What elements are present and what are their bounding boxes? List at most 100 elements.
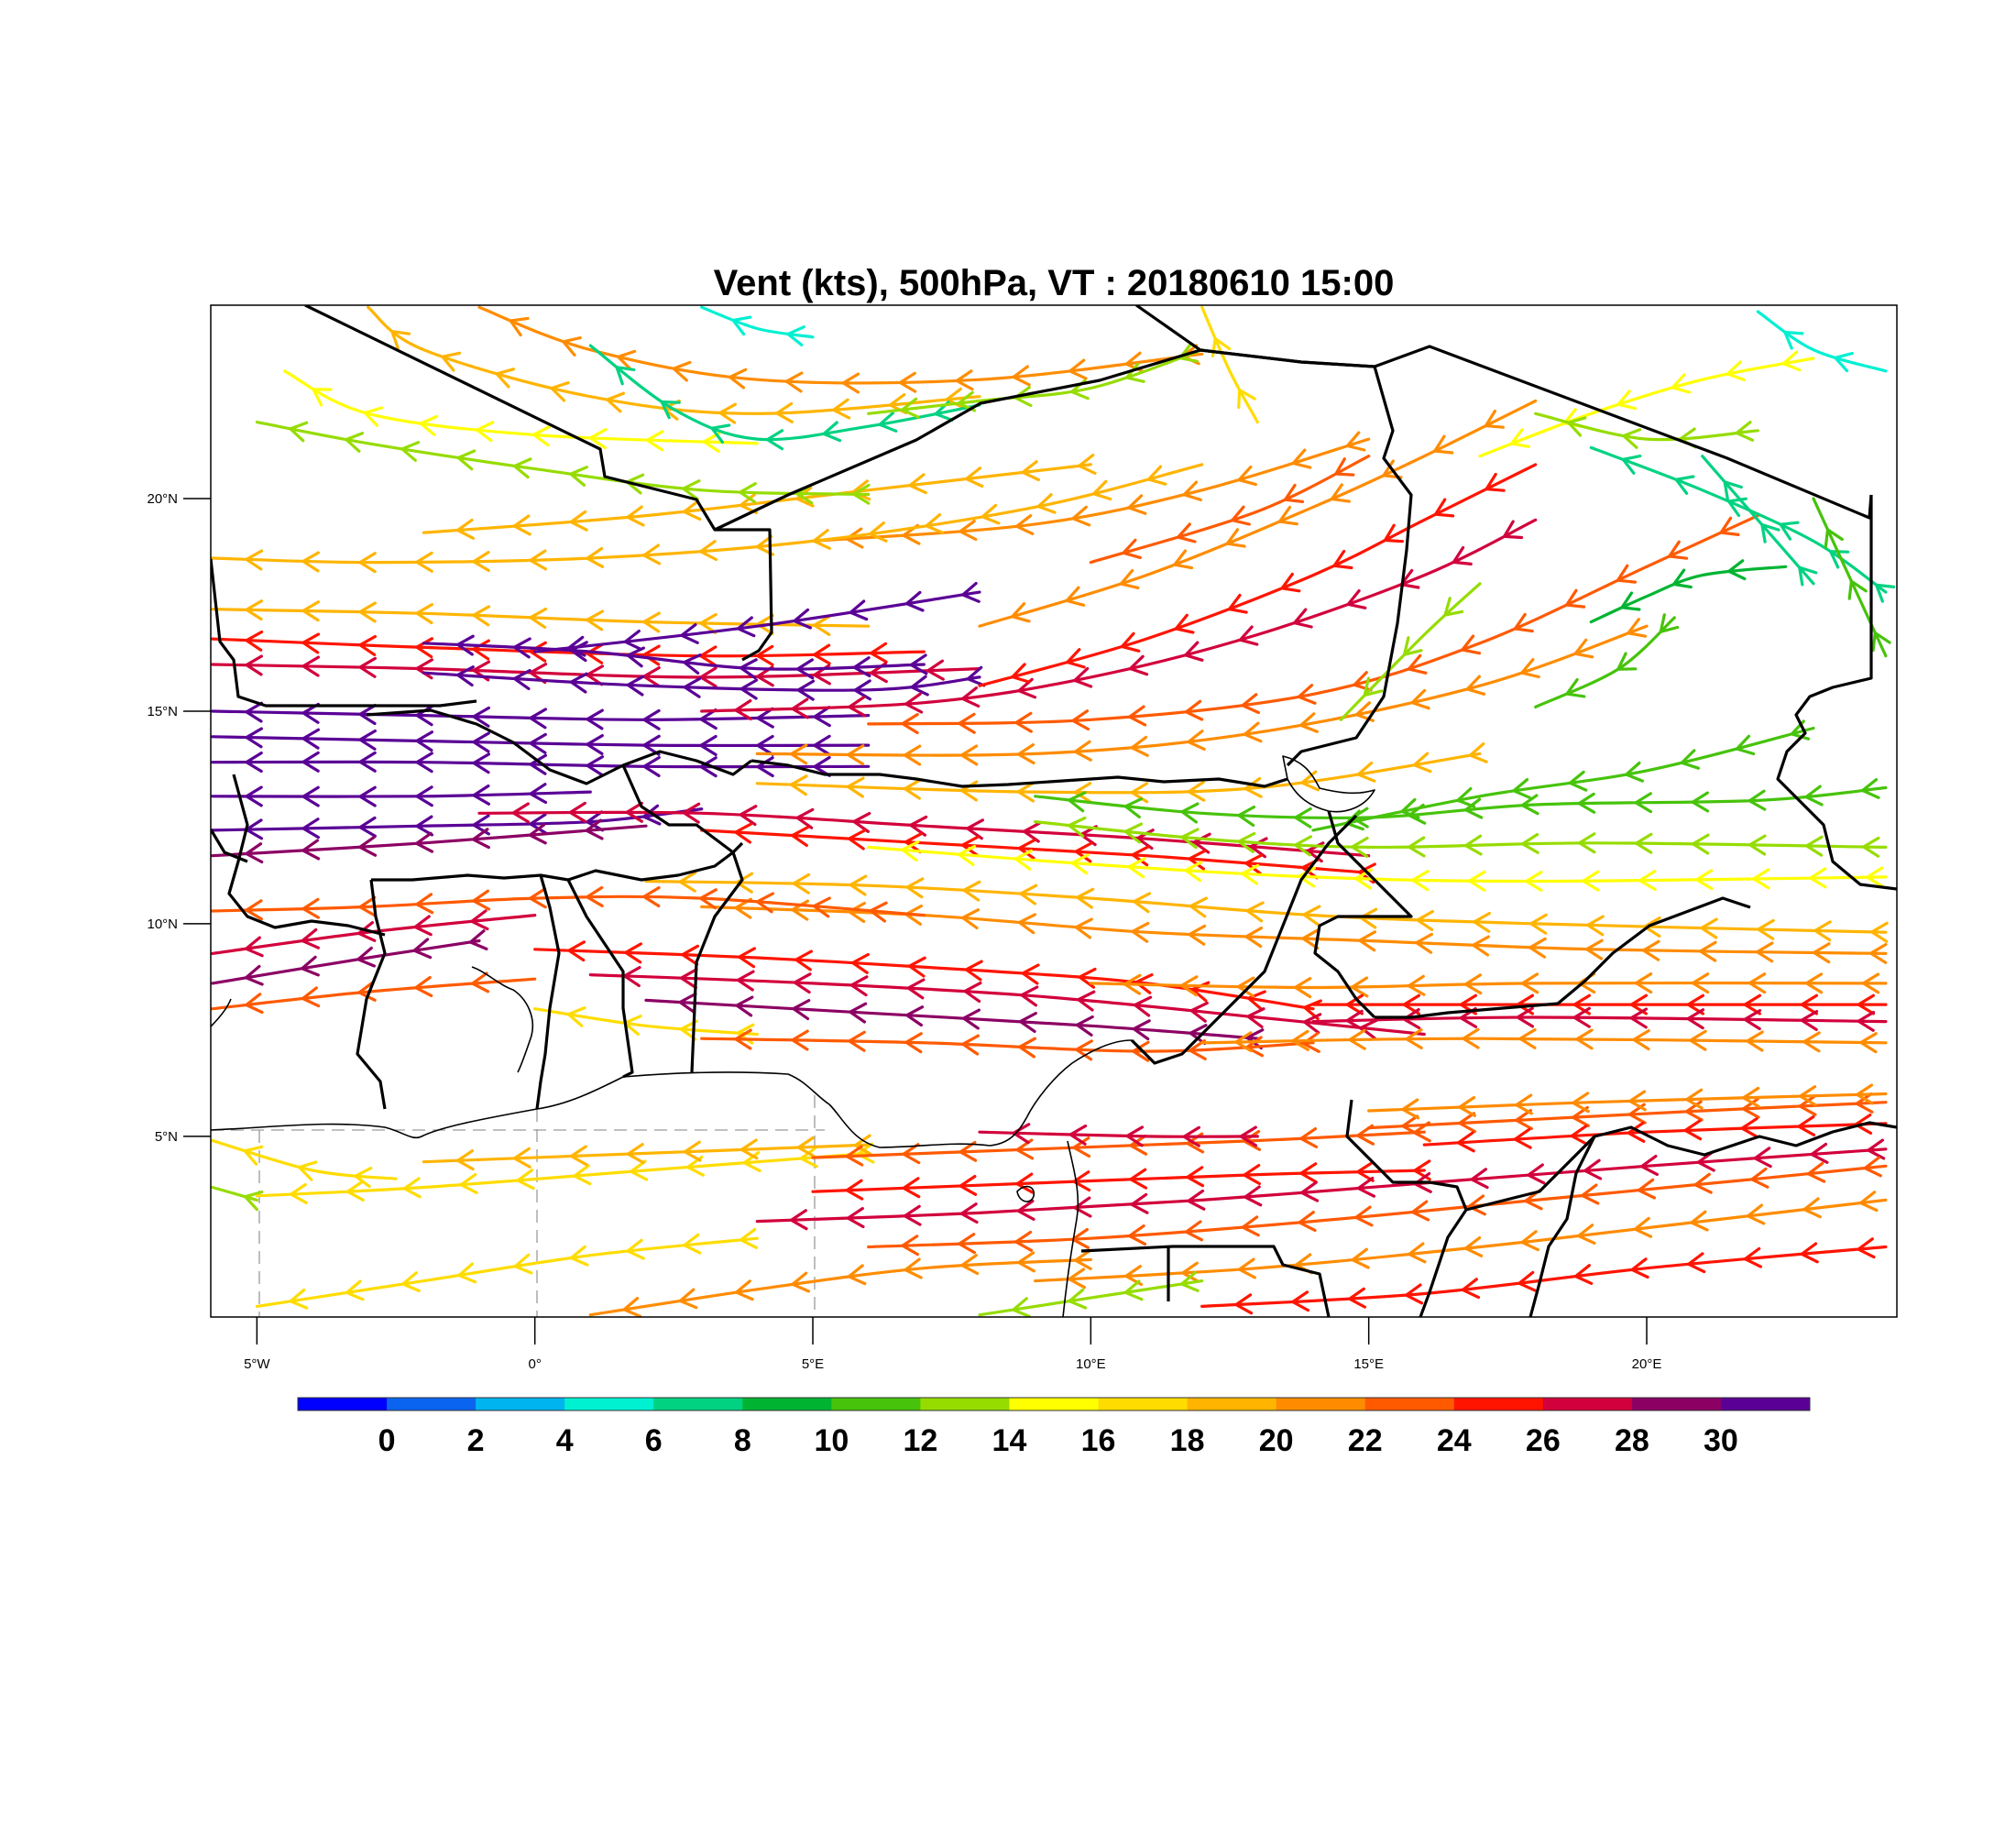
colorbar-label: 8 xyxy=(734,1423,751,1458)
streamline-arrow xyxy=(903,832,923,854)
streamline-arrow xyxy=(1123,1279,1144,1301)
streamline-arrow xyxy=(681,653,702,675)
streamline-arrow xyxy=(1235,976,1255,998)
streamline-arrow xyxy=(908,653,928,675)
streamline-arrow xyxy=(1072,740,1092,762)
streamline-arrow xyxy=(1121,538,1142,559)
streamline-arrow xyxy=(243,654,263,676)
streamline-arrow xyxy=(1021,821,1041,843)
streamline-arrow xyxy=(440,351,462,372)
streamline-arrow xyxy=(527,641,547,663)
streamline-arrow xyxy=(300,600,320,622)
streamline-arrow xyxy=(1745,1203,1766,1225)
streamline-arrow xyxy=(1289,1029,1309,1051)
streamline xyxy=(867,1164,1888,1249)
streamline-arrow xyxy=(1010,1297,1031,1317)
streamline-arrow xyxy=(1414,909,1434,931)
streamline-arrow xyxy=(644,430,664,452)
streamline-arrow xyxy=(413,730,433,752)
streamline-arrow xyxy=(793,949,813,971)
streamline-arrow xyxy=(1244,901,1265,923)
streamline-arrow xyxy=(411,938,433,960)
streamline-arrow xyxy=(1329,483,1351,503)
streamline-arrow xyxy=(568,672,588,694)
streamline-arrow xyxy=(1512,1127,1532,1149)
streamline-arrow xyxy=(1871,630,1891,652)
streamline xyxy=(755,624,1649,757)
streamline-arrow xyxy=(413,785,433,807)
streamline xyxy=(422,671,981,692)
streamline-arrow xyxy=(1659,613,1680,634)
streamline-arrow xyxy=(1354,1124,1375,1146)
streamline-arrow xyxy=(1185,730,1206,751)
streamline xyxy=(588,344,981,442)
streamline-arrow xyxy=(641,804,662,826)
streamline-arrow xyxy=(846,829,866,851)
streamline-arrow xyxy=(355,946,376,968)
streamline-arrow xyxy=(789,826,810,847)
streamline-arrow xyxy=(754,892,774,914)
streamline-arrow xyxy=(1241,1164,1261,1186)
streamline-arrow xyxy=(1127,1134,1148,1156)
streamline-arrow xyxy=(1580,870,1600,892)
streamline-arrow xyxy=(1726,559,1747,581)
streamline-arrow xyxy=(677,992,697,1014)
streamline-arrow xyxy=(1173,613,1195,634)
streamline-arrow xyxy=(1570,1092,1590,1114)
streamline-arrow xyxy=(1513,1109,1533,1131)
streamline-arrow xyxy=(1803,972,1824,994)
streamline-arrow xyxy=(1349,976,1369,998)
streamline-arrow xyxy=(1811,942,1831,964)
streamline xyxy=(533,1007,759,1037)
streamline-arrow xyxy=(1237,625,1259,646)
streamline-arrow xyxy=(1693,869,1714,891)
country-borders xyxy=(211,305,1897,1317)
streamline-arrow xyxy=(1828,550,1850,569)
streamline-arrow xyxy=(1064,648,1086,669)
streamline-arrow xyxy=(1186,780,1206,802)
streamline-arrow xyxy=(960,880,981,902)
streamline-arrow xyxy=(511,669,531,690)
streamline-arrow xyxy=(1233,1293,1254,1315)
streamline-arrow xyxy=(811,734,831,756)
streamline-arrow xyxy=(1350,1247,1370,1269)
benin-nigeria-border xyxy=(690,851,744,1073)
streamline-arrow xyxy=(1626,1121,1646,1143)
streamline-arrow xyxy=(1466,1194,1486,1216)
streamline-arrow xyxy=(625,675,645,697)
streamline xyxy=(211,1185,258,1202)
streamline xyxy=(1422,1122,1888,1147)
streamline-arrow xyxy=(734,872,754,894)
streamline-arrow xyxy=(958,1174,978,1196)
streamline xyxy=(1089,455,1371,565)
streamline-arrow xyxy=(515,1169,535,1191)
streamline-arrow xyxy=(1685,993,1704,1015)
streamline-arrow xyxy=(511,637,531,659)
colorbar-label: 2 xyxy=(467,1423,485,1458)
streamline-arrow xyxy=(1812,920,1832,942)
streamline-arrow xyxy=(820,421,842,443)
colorbar-label: 18 xyxy=(1170,1423,1205,1458)
streamline-arrow xyxy=(846,1030,866,1052)
streamline-arrow xyxy=(1403,1283,1424,1305)
streamline xyxy=(255,1236,759,1308)
streamline-arrow xyxy=(1130,845,1150,867)
streamline-arrow xyxy=(1738,1117,1759,1139)
streamline xyxy=(1311,726,1815,832)
streamline-arrow xyxy=(401,1177,422,1199)
streamline-arrow xyxy=(854,1142,875,1164)
streamline-arrow xyxy=(1411,752,1432,774)
streamline-arrow xyxy=(356,552,377,574)
streamline-arrow xyxy=(1515,1006,1534,1028)
streamline-arrow xyxy=(1186,849,1207,871)
nigeria-cameroon-border xyxy=(1130,814,1358,1065)
streamline-arrow xyxy=(959,686,981,708)
streamline-arrow xyxy=(1759,522,1780,543)
streamline-arrow xyxy=(470,889,491,911)
streamline-arrow xyxy=(980,503,1001,525)
streamline-arrow xyxy=(680,479,701,501)
streamline-arrow xyxy=(1013,849,1033,871)
streamline-arrow xyxy=(1298,1162,1318,1184)
streamline-arrow xyxy=(1620,455,1642,475)
streamline-arrow xyxy=(1064,586,1086,607)
